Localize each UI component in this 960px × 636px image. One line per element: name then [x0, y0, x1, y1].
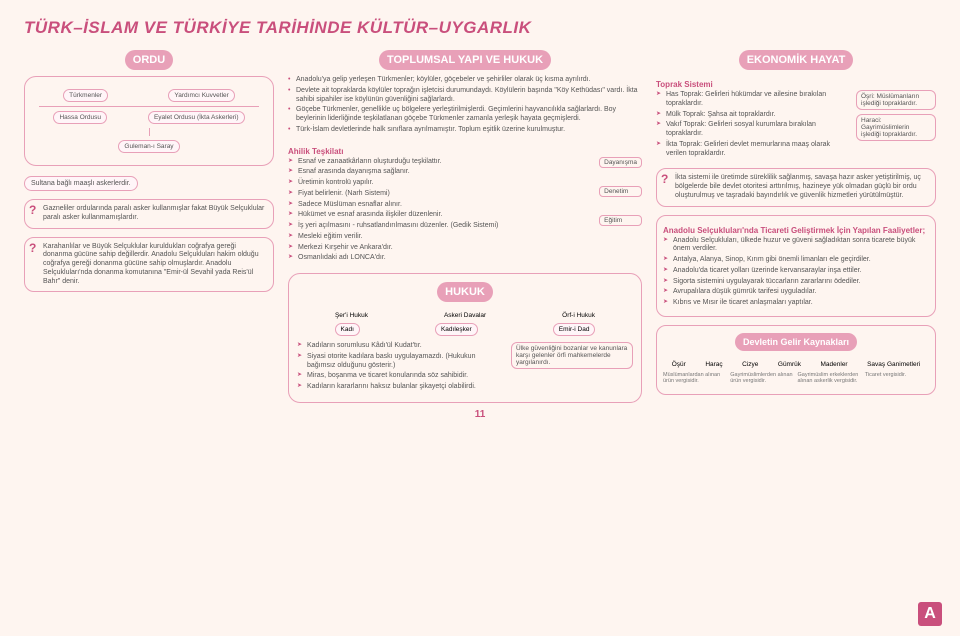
- qbox: Karahanlılar ve Büyük Selçuklular kuruld…: [24, 237, 274, 293]
- tag: Denetim: [599, 186, 642, 197]
- toprak-list: Has Toprak: Gelirleri hükümdar ve ailesi…: [656, 91, 850, 158]
- ahilik-title: Ahilik Teşkilatı: [288, 147, 593, 156]
- tree-node: Yardımcı Kuvvetler: [168, 89, 234, 102]
- hukuk-node: Kadı: [335, 323, 360, 336]
- arrow-item: Sadece Müslüman esnaflar alınır.: [288, 201, 593, 210]
- tag: Eğitim: [599, 215, 642, 226]
- ahilik-list: Esnaf ve zanaatkârların oluşturduğu teşk…: [288, 158, 593, 264]
- arrow-item: Üretimin kontrolü yapılır.: [288, 179, 593, 188]
- gelir-item: Haraç: [705, 361, 722, 368]
- page-title: TÜRK–İSLAM VE TÜRKİYE TARİHİNDE KÜLTÜR–U…: [24, 18, 936, 38]
- header-ordu: ORDU: [125, 50, 173, 70]
- bullet: Anadolu'ya gelip yerleşen Türkmenler; kö…: [288, 76, 642, 85]
- hukuk-right-note: Ülke güvenliğini bozanlar ve kanunlara k…: [511, 342, 633, 369]
- arrow-item: Mülk Toprak: Şahsa ait topraklardır.: [656, 111, 850, 120]
- hukuk-node: Örf-i Hukuk: [562, 312, 595, 319]
- bullet: Göçebe Türkmenler, genellikle uç bölgele…: [288, 106, 642, 124]
- arrow-item: Kadıların kararlarını haksız bulanlar şi…: [297, 383, 505, 392]
- arrow-item: Esnaf ve zanaatkârların oluşturduğu teşk…: [288, 158, 593, 167]
- hukuk-box: HUKUK Şer'i Hukuk Askeri Davalar Örf-i H…: [288, 273, 642, 403]
- arrow-item: Merkezi Kırşehir ve Ankara'dır.: [288, 244, 593, 253]
- bullet: Devlete ait topraklarda köylüler toprağı…: [288, 87, 642, 105]
- bullet: Türk-İslam devletlerinde halk sınıflara …: [288, 126, 642, 135]
- tree-node: Hassa Ordusu: [53, 111, 107, 124]
- arrow-item: Antalya, Alanya, Sinop, Kırım gibi öneml…: [663, 256, 929, 265]
- toprak-side: Öşri: Müslümanların işlediği topraklardı…: [856, 90, 936, 110]
- tree-node: Guleman-ı Saray: [118, 140, 179, 153]
- ordu-tree: Türkmenler Yardımcı Kuvvetler Hassa Ordu…: [33, 89, 265, 153]
- arrow-item: Has Toprak: Gelirleri hükümdar ve ailesi…: [656, 91, 850, 109]
- gelir-sub: Gayrimüslim erkeklerden alınan askerlik …: [798, 372, 862, 384]
- faaliyet-list: Anadolu Selçukluları, ülkede huzur ve gü…: [663, 237, 929, 308]
- header-ekonomi: EKONOMİK HAYAT: [739, 50, 854, 70]
- toplum-bullets: Anadolu'ya gelip yerleşen Türkmenler; kö…: [288, 76, 642, 135]
- arrow-item: Mesleki eğitim verilir.: [288, 233, 593, 242]
- hukuk-node: Emir-i Dad: [553, 323, 596, 336]
- tree-node: Eyalet Ordusu (İkta Askerleri): [148, 111, 245, 124]
- gelir-sub: Ticaret vergisidir.: [865, 372, 929, 384]
- toprak-title: Toprak Sistemi: [656, 80, 850, 89]
- arrow-item: Anadolu'da ticaret yolları üzerinde kerv…: [663, 267, 929, 276]
- toprak-side: Haraci: Gayrimüslimlerin işlediği toprak…: [856, 114, 936, 141]
- hukuk-node: Askeri Davalar: [444, 312, 486, 319]
- arrow-item: İş yeri açılmasını - ruhsatlandırılmasın…: [288, 222, 593, 231]
- arrow-item: Avrupalılara düşük gümrük tarifesi uygul…: [663, 288, 929, 297]
- col-ordu: ORDU Türkmenler Yardımcı Kuvvetler Hassa…: [24, 50, 274, 403]
- gelir-sub: Gayrimüslimlerden alınan ürün vergisidir…: [730, 372, 794, 384]
- qbox: İkta sistemi ile üretimde süreklilik sağ…: [656, 168, 936, 206]
- arrow-item: Kadıların sorumlusu Kâdı'ül Kudat'tır.: [297, 342, 505, 351]
- qbox: Gazneliler ordularında paralı asker kull…: [24, 199, 274, 229]
- arrow-item: Siyasi otorite kadılara baskı uygulayama…: [297, 353, 505, 371]
- header-hukuk: HUKUK: [437, 282, 493, 302]
- hukuk-node: Şer'i Hukuk: [335, 312, 368, 319]
- faaliyet-title: Anadolu Selçukluları'nda Ticareti Gelişt…: [663, 226, 929, 235]
- header-toplum: TOPLUMSAL YAPI VE HUKUK: [379, 50, 551, 70]
- arrow-item: Miras, boşanma ve ticaret konularında sö…: [297, 372, 505, 381]
- gelir-title: Devletin Gelir Kaynakları: [735, 333, 857, 351]
- arrow-item: Vakıf Toprak: Gelirleri sosyal kurumlara…: [656, 121, 850, 139]
- gelir-item: Cizye: [742, 361, 758, 368]
- hukuk-node: Kadıleşker: [435, 323, 478, 336]
- col-toplum: TOPLUMSAL YAPI VE HUKUK Anadolu'ya gelip…: [288, 50, 642, 403]
- gelir-sub: Müslümanlardan alınan ürün vergisidir.: [663, 372, 727, 384]
- gelir-item: Gümrük: [778, 361, 801, 368]
- tree-node: Türkmenler: [63, 89, 108, 102]
- arrow-item: Osmanlıdaki adı LONCA'dır.: [288, 254, 593, 263]
- ordu-note: Sultana bağlı maaşlı askerlerdir.: [24, 176, 138, 191]
- col-ekonomi: EKONOMİK HAYAT Toprak Sistemi Has Toprak…: [656, 50, 936, 403]
- gelir-item: Savaş Ganimetleri: [867, 361, 920, 368]
- page-number: 11: [24, 409, 936, 420]
- arrow-item: İkta Toprak: Gelirleri devlet memurların…: [656, 141, 850, 159]
- gelir-item: Öşür: [672, 361, 686, 368]
- arrow-item: Sigorta sistemini uygulayarak tüccarları…: [663, 278, 929, 287]
- arrow-item: Anadolu Selçukluları, ülkede huzur ve gü…: [663, 237, 929, 255]
- tag: Dayanışma: [599, 157, 642, 168]
- logo: A: [918, 602, 942, 626]
- arrow-item: Kıbrıs ve Mısır ile ticaret anlaşmaları …: [663, 299, 929, 308]
- arrow-item: Hükümet ve esnaf arasında ilişkiler düze…: [288, 211, 593, 220]
- hukuk-left-notes: Kadıların sorumlusu Kâdı'ül Kudat'tır. S…: [297, 342, 505, 394]
- arrow-item: Esnaf arasında dayanışma sağlanır.: [288, 168, 593, 177]
- arrow-item: Fiyat belirlenir. (Narh Sistemi): [288, 190, 593, 199]
- gelir-item: Madenler: [821, 361, 848, 368]
